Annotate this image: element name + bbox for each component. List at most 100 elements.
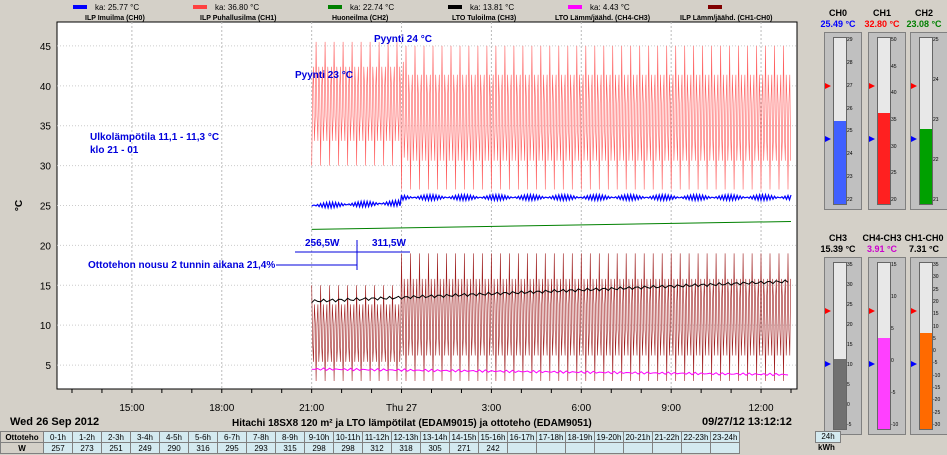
- gauge-scale-label: 23: [933, 117, 939, 123]
- gauge-scale-label: 10: [891, 294, 897, 300]
- legend-swatch: [568, 5, 582, 9]
- gauge-scale-label: 20: [847, 322, 853, 328]
- gauge-scale-label: 24: [933, 77, 939, 83]
- series-layer: [311, 41, 792, 382]
- annotation-time-range: klo 21 - 01: [90, 145, 139, 156]
- gauge-track: [919, 37, 933, 205]
- end-timestamp: 09/27/12 13:12:12: [702, 416, 792, 428]
- gauge-scale-label: 23: [847, 174, 853, 181]
- gauge-name: CH0: [828, 8, 847, 18]
- gauge-scale-label: 29: [847, 37, 853, 43]
- gauge-track: [877, 262, 891, 430]
- max-marker-icon: [869, 308, 875, 314]
- y-tick-label: 30: [40, 162, 52, 173]
- gauge-value: 23.08 °C: [906, 19, 942, 29]
- hour-cell: 21-22h: [652, 431, 682, 443]
- y-tick-label: 35: [40, 122, 52, 133]
- min-marker-icon: [911, 361, 917, 367]
- y-axis-label: °C: [14, 200, 25, 211]
- gauge-fill: [834, 121, 846, 204]
- gauge-ch1-ch0: CH1-CH0 7.31 °C 35 30 25 20 15 10 5 0 -5 -10 -15 -20 -…: [904, 233, 947, 435]
- gauge-scale-label: 5: [847, 382, 850, 388]
- annotation-power-after: 311,5W: [372, 238, 406, 249]
- legend-swatch: [73, 5, 87, 9]
- value-cell: 271: [449, 442, 479, 454]
- gauge-scale-label: -5: [891, 390, 896, 396]
- gauge-fill: [878, 338, 890, 429]
- gauge-ch2: CH2 23.08 °C 25 24 23 22 21: [904, 8, 947, 210]
- series-line-ch3: [311, 279, 789, 304]
- gauge-scale-label: -15: [933, 385, 941, 392]
- annotation-outdoor-temp: Ulkolämpötila 11,1 - 11,3 °C: [90, 132, 219, 143]
- gauge-fill: [920, 129, 932, 204]
- y-tick-label: 20: [40, 241, 52, 252]
- gauge-scale-label: 22: [847, 197, 853, 203]
- gauge-track: [833, 37, 847, 205]
- hour-cell: 6-7h: [217, 431, 247, 443]
- annotation-setpoint-24: Pyynti 24 °C: [374, 34, 432, 45]
- legend-average: ka: 13.81 °C: [470, 3, 514, 12]
- value-cell: [594, 442, 624, 454]
- gauge-scale-label: 0: [891, 358, 894, 364]
- min-marker-icon: [911, 136, 917, 142]
- gauge-scale-label: 30: [933, 274, 939, 281]
- grid: [57, 22, 797, 389]
- gauge-scale-label: 22: [933, 157, 939, 163]
- hour-cell: 3-4h: [130, 431, 160, 443]
- hour-cell: 22-23h: [681, 431, 711, 443]
- hour-cell: 13-14h: [420, 431, 450, 443]
- annotation-setpoint-23: Pyynti 23 °C: [295, 70, 353, 81]
- gauge-fill: [834, 359, 846, 429]
- value-cell: 305: [420, 442, 450, 454]
- gauge-body: 35 30 25 20 15 10 5 0 -5 -10 -15 -20 -25 -30: [910, 257, 947, 435]
- hour-cell: 20-21h: [623, 431, 653, 443]
- value-cell: 273: [72, 442, 102, 454]
- gauge-scale-label: 25: [847, 128, 853, 135]
- legend-swatch: [708, 5, 722, 9]
- legend-average: ka: 4.43 °C: [590, 3, 630, 12]
- x-tick-label: 21:00: [299, 403, 324, 414]
- legend-average: ka: 36.80 °C: [215, 3, 259, 12]
- gauge-scale-label: 30: [891, 143, 897, 150]
- legend-swatch: [448, 5, 462, 9]
- y-axis: 5 10 15 20 25 30 35 40 45 °C: [14, 42, 51, 372]
- x-tick-label: 12:00: [749, 403, 774, 414]
- hour-cell: 4-5h: [159, 431, 189, 443]
- x-tick-label: 15:00: [119, 403, 144, 414]
- gauge-scale-label: 0: [933, 348, 936, 355]
- value-cell: 315: [275, 442, 305, 454]
- gauge-fill: [878, 113, 890, 204]
- total-24h-label: 24h: [815, 431, 841, 443]
- hour-cell: 14-15h: [449, 431, 479, 443]
- hour-cell: 1-2h: [72, 431, 102, 443]
- value-cell: [623, 442, 653, 454]
- gauge-track: [919, 262, 933, 430]
- gauge-name: CH1: [872, 8, 891, 18]
- value-cell: [652, 442, 682, 454]
- min-marker-icon: [869, 361, 875, 367]
- energy-table: Ottoteho 0-1h 1-2h 2-3h 3-4h 4-5h 5-6h 6-7h 7-8h…: [0, 431, 740, 454]
- value-cell: 312: [362, 442, 392, 454]
- gauge-value: 32.80 °C: [864, 19, 900, 29]
- gauge-scale-label: 27: [847, 82, 853, 89]
- gauge-name: CH3: [828, 233, 847, 243]
- gauge-ch1: CH1 32.80 °C 50 45 40 35 30 25 20: [862, 8, 906, 210]
- gauge-body: 29 28 27 26 25 24 23 22: [824, 32, 862, 210]
- hour-cell: 9-10h: [304, 431, 334, 443]
- gauge-scale-label: 5: [933, 335, 936, 342]
- min-marker-icon: [869, 136, 875, 142]
- value-cell: 242: [478, 442, 508, 454]
- value-cell: 293: [246, 442, 276, 454]
- gauge-name: CH4-CH3: [862, 233, 902, 243]
- series-line-ch2: [311, 220, 792, 230]
- hour-cell: 23-24h: [710, 431, 740, 443]
- y-tick-label: 10: [40, 321, 52, 332]
- max-marker-icon: [911, 308, 917, 314]
- legend-series-name: LTO Lämm/jäähd. (CH4-CH3): [555, 15, 650, 22]
- gauge-scale-label: -30: [933, 422, 941, 428]
- gauge-scale-label: 20: [891, 197, 897, 203]
- hour-cell: 12-13h: [391, 431, 421, 443]
- max-marker-icon: [911, 83, 917, 89]
